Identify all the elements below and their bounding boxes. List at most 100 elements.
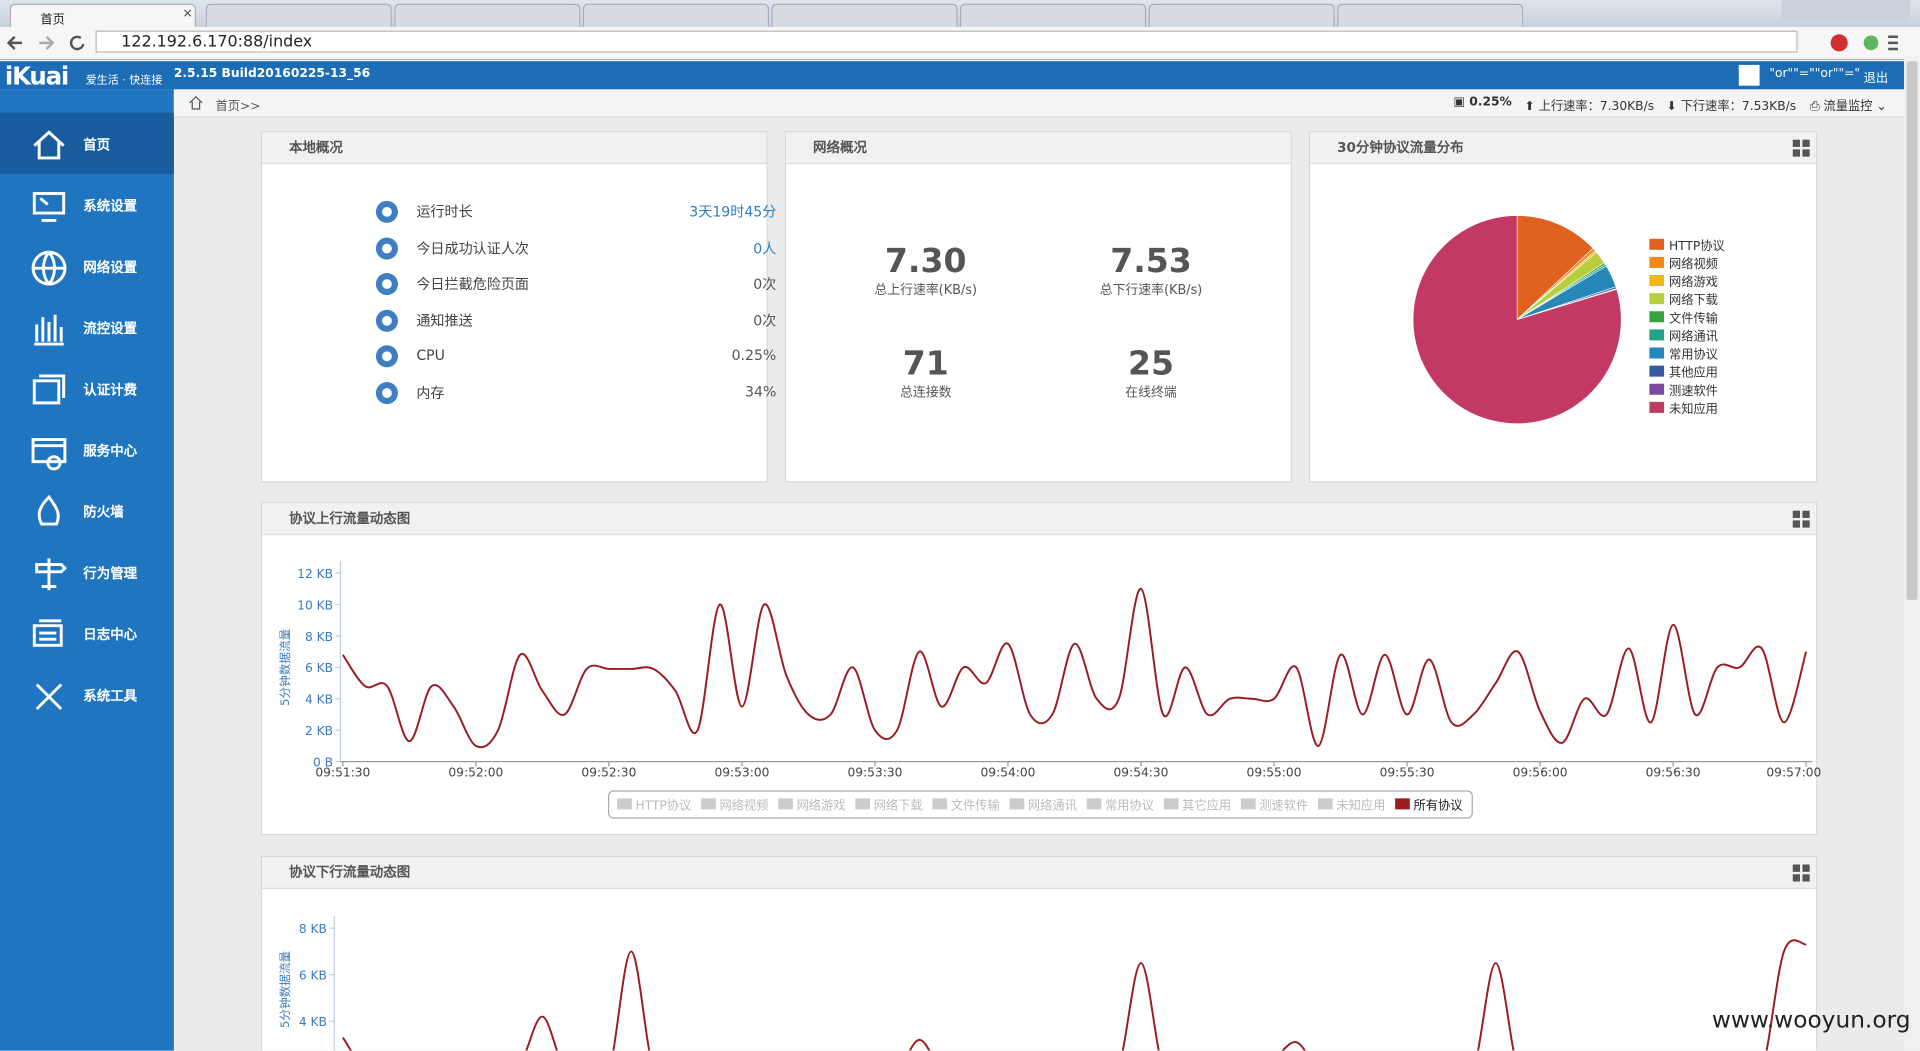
window-controls[interactable]: [1781, 0, 1911, 20]
legend-label[interactable]: 文件传输: [951, 797, 1000, 812]
extensions[interactable]: [1824, 32, 1898, 54]
tab[interactable]: [1337, 3, 1524, 29]
menu-icon: [35, 683, 63, 711]
monitor-menu[interactable]: ⎙ 流量监控 ⌄: [1809, 100, 1887, 114]
tab[interactable]: [394, 3, 581, 29]
menu-item[interactable]: 首页: [0, 112, 174, 174]
row-label: 今日成功认证人次: [416, 239, 529, 257]
y-tick-label: 4 KB: [299, 1015, 327, 1029]
menu-item[interactable]: 日志中心: [0, 602, 174, 663]
menu-item[interactable]: 流控设置: [0, 296, 174, 357]
menu-item[interactable]: 系统设置: [0, 174, 174, 235]
address-bar: 122.192.6.170:88/index: [0, 26, 1920, 61]
overview-row: 今日成功认证人次 0人: [375, 236, 776, 260]
x-tick-label: 09:56:00: [1513, 765, 1568, 779]
menu-icon: [35, 558, 67, 591]
legend-label[interactable]: 所有协议: [1414, 797, 1463, 812]
network-overview: 网络概况 7.30 总上行速率(KB/s) 7.53 总下行速率(KB/s) 71 总连接…: [784, 131, 1292, 483]
panel-menu[interactable]: [1792, 139, 1810, 157]
tab-title: 首页: [40, 13, 65, 27]
menu-item[interactable]: 网络设置: [0, 235, 174, 296]
y-tick-label: 8 KB: [299, 922, 327, 936]
x-tick-label: 09:53:00: [714, 765, 769, 779]
legend-label[interactable]: 其它应用: [1182, 797, 1231, 812]
legend-label[interactable]: 常用协议: [1105, 797, 1154, 812]
tab[interactable]: [960, 3, 1147, 29]
legend-label[interactable]: 未知应用: [1336, 797, 1385, 812]
row-label: 内存: [416, 383, 445, 402]
status-bar: 首页>> ▣ 0.25% ⬆ 上行速率：7.30KB/s ⬇ 下行速率：7.53…: [173, 89, 1905, 118]
menu-label: 服务中心: [83, 443, 138, 460]
row-icon: [375, 273, 398, 296]
legend-label: 文件传输: [1669, 310, 1718, 325]
overview-row: 内存 34%: [375, 380, 776, 404]
legend-swatch: [1240, 798, 1256, 810]
menu-item[interactable]: 行为管理: [0, 541, 174, 602]
scroll-thumb[interactable]: [1906, 61, 1918, 601]
legend-swatch: [1318, 798, 1333, 810]
row-icon: [375, 345, 398, 368]
legend-label: 网络游戏: [1669, 274, 1718, 289]
legend-swatch: [1649, 293, 1665, 305]
y-tick-label: 4 KB: [305, 693, 333, 707]
icon-shape: [35, 558, 67, 591]
x-tick-label: 09:53:30: [847, 765, 902, 779]
legend-label: 网络下载: [1669, 292, 1718, 307]
series-line: [342, 939, 1807, 1051]
menu-item[interactable]: 防火墙: [0, 480, 174, 541]
panel-title: 协议上行流量动态图: [262, 503, 1816, 536]
menu-item[interactable]: 系统工具: [0, 664, 174, 725]
menu-item[interactable]: 服务中心: [0, 419, 174, 480]
overview-row: 运行时长 3天19时45分: [375, 200, 776, 224]
icon-shape: [35, 683, 63, 711]
url: 122.192.6.170:88/index: [121, 33, 313, 52]
icon-shape: [37, 494, 60, 526]
row-value: 0次: [753, 275, 777, 293]
tab[interactable]: [205, 3, 392, 29]
panel-menu[interactable]: [1792, 510, 1810, 528]
legend-swatch: [1649, 329, 1665, 341]
legend-label[interactable]: HTTP协议: [636, 797, 692, 812]
logout[interactable]: 退出: [1863, 72, 1889, 86]
tab[interactable]: [771, 3, 958, 29]
legend-swatch: [1649, 347, 1665, 359]
legend-label[interactable]: 网络通讯: [1028, 797, 1077, 812]
icon-dot: [382, 315, 392, 326]
tab[interactable]: [1148, 3, 1335, 29]
icon-dot: [382, 206, 392, 217]
y-axis-label: 5分钟数据流量: [278, 950, 292, 1028]
legend-swatch: [1649, 365, 1665, 377]
username[interactable]: "or""=""or""=": [1769, 67, 1861, 81]
y-tick-label: 8 KB: [305, 630, 333, 644]
legend-label: 未知应用: [1669, 401, 1718, 416]
tab[interactable]: 首页 ×: [9, 3, 196, 29]
legend-label: HTTP协议: [1669, 238, 1725, 253]
download-rate: 下行速率：7.53KB/s: [1680, 100, 1797, 114]
legend-label[interactable]: 网络游戏: [797, 797, 846, 812]
nav-buttons[interactable]: [5, 32, 91, 54]
y-tick-label: 2 KB: [305, 724, 333, 738]
menu-label: 流控设置: [83, 320, 138, 337]
url-field[interactable]: 122.192.6.170:88/index: [95, 30, 1798, 53]
legend-swatch: [1649, 401, 1665, 413]
y-tick-label: 0 B: [313, 756, 333, 770]
y-tick-label: 10 KB: [297, 598, 333, 612]
legend-label[interactable]: 测速软件: [1259, 798, 1308, 812]
stat: 7.30 总上行速率(KB/s): [816, 242, 1036, 298]
breadcrumb[interactable]: 首页>>: [215, 100, 261, 114]
legend-label[interactable]: 网络视频: [719, 797, 768, 812]
legend-label[interactable]: 网络下载: [874, 797, 923, 812]
icon-dot: [382, 243, 392, 253]
panel-menu[interactable]: [1792, 864, 1810, 882]
icon-shape: [32, 619, 63, 647]
menu-item[interactable]: 认证计费: [0, 358, 174, 419]
icon-shape: [32, 374, 66, 405]
monitor: 流量监控: [1823, 100, 1873, 114]
tab[interactable]: [582, 3, 769, 29]
row-icon: [375, 309, 398, 332]
menu-icon: [31, 438, 67, 471]
row-icon: [375, 200, 398, 223]
panel-title: 协议下行流量动态图: [262, 857, 1816, 889]
